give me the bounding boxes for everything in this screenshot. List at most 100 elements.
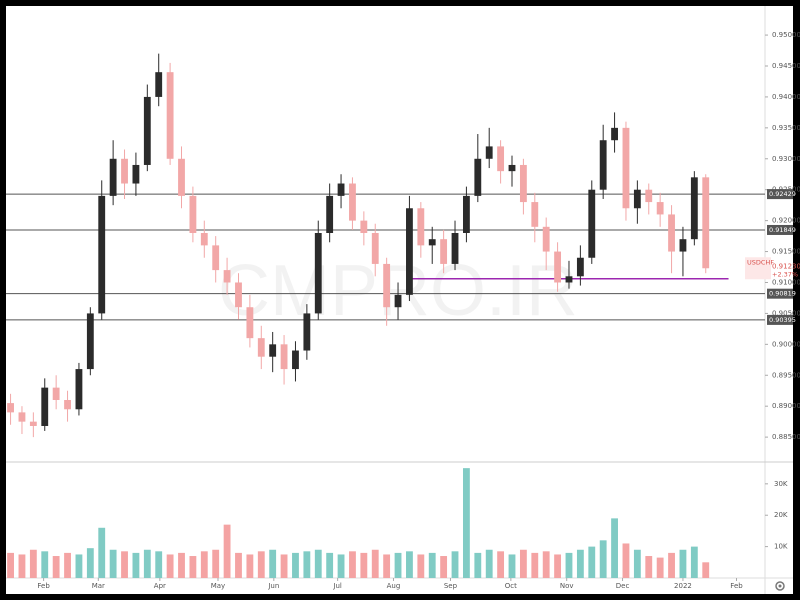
volume-bar: [155, 551, 163, 578]
x-tick-label: Jun: [267, 582, 279, 590]
candle-body: [668, 214, 675, 252]
candle-body: [75, 369, 83, 410]
candle-body: [679, 239, 687, 252]
volume-bar: [29, 549, 37, 578]
candle-body: [132, 164, 140, 184]
x-tick-label: Feb: [37, 582, 50, 590]
symbol-label: USDCHF: [747, 258, 774, 266]
candle-body: [178, 158, 185, 196]
candle-body: [611, 127, 618, 141]
volume-bar: [257, 551, 265, 578]
x-tick-label: Sep: [444, 582, 458, 590]
candle-body: [656, 202, 664, 215]
volume-bar: [41, 551, 49, 578]
y-tick-label: 0.91000: [772, 278, 800, 286]
volume-tick-label: 20K: [774, 511, 788, 519]
level-label-bg: [767, 224, 793, 235]
x-tick-label: Aug: [387, 582, 401, 590]
volume-bar: [303, 551, 311, 578]
candle-body: [451, 233, 459, 264]
volume-bar: [269, 549, 277, 578]
x-tick-label: May: [211, 582, 225, 590]
volume-bar: [121, 551, 128, 578]
volume-bar: [235, 552, 242, 578]
volume-bar: [166, 554, 174, 578]
candle-body: [349, 183, 356, 221]
candle-body: [645, 189, 653, 203]
y-tick-label: 0.89000: [772, 402, 800, 410]
candle-body: [599, 140, 607, 190]
candle-body: [554, 251, 562, 283]
candle-body: [531, 202, 539, 227]
volume-bar: [406, 551, 413, 578]
y-tick-label: 0.95000: [772, 31, 800, 39]
level-label: 0.92429: [769, 190, 796, 198]
candle-body: [292, 350, 299, 370]
candle-body: [462, 195, 470, 233]
volume-bar: [531, 552, 539, 578]
candle-body: [86, 313, 94, 370]
candle-body: [371, 233, 379, 264]
candle-body: [542, 226, 550, 252]
x-tick-label: Nov: [560, 582, 574, 590]
y-tick-label: 0.89500: [772, 371, 800, 379]
candle-body: [622, 127, 630, 209]
volume-bar: [611, 518, 618, 578]
volume-bar: [417, 554, 425, 578]
candle-body: [690, 177, 698, 240]
candle-body: [314, 233, 322, 314]
candle-body: [485, 146, 493, 159]
volume-bar: [189, 556, 197, 578]
candle-body: [508, 164, 516, 172]
level-label-bg: [767, 189, 793, 200]
volume-bar: [349, 551, 356, 578]
candle-body: [383, 263, 391, 308]
volume-bar: [360, 552, 368, 578]
volume-bar: [280, 554, 288, 578]
volume-bar: [292, 552, 299, 578]
settings-icon[interactable]: [775, 581, 785, 591]
x-tick-label: Feb: [730, 582, 743, 590]
level-label-bg: [767, 314, 793, 325]
volume-bar: [223, 524, 231, 578]
candle-body: [189, 195, 197, 233]
level-label: 0.90395: [769, 316, 796, 324]
candle-body: [109, 158, 117, 196]
candle-body: [440, 239, 448, 264]
volume-bar: [326, 552, 334, 578]
volume-tick-label: 10K: [774, 543, 788, 551]
volume-bar: [508, 554, 516, 578]
volume-bar: [143, 549, 151, 578]
x-tick-label: 2022: [674, 582, 692, 590]
volume-bar: [18, 554, 26, 578]
y-tick-label: 0.94000: [772, 93, 800, 101]
candle-body: [588, 189, 596, 258]
volume-bar: [497, 551, 505, 578]
volume-bar: [132, 552, 140, 578]
candle-body: [360, 220, 368, 233]
candle-body: [212, 245, 220, 271]
volume-bar: [645, 556, 653, 578]
y-tick-label: 0.90500: [772, 309, 800, 317]
candle-body: [576, 257, 584, 277]
candle-body: [223, 270, 231, 283]
level-label: 0.91849: [769, 226, 796, 234]
y-tick-label: 0.90000: [772, 340, 800, 348]
candle-body: [269, 344, 277, 357]
volume-bar: [109, 549, 117, 578]
x-tick-label: Apr: [154, 582, 166, 590]
candle-body: [41, 387, 49, 426]
candle-body: [326, 195, 334, 233]
candle-body: [303, 313, 311, 351]
volume-bar: [200, 551, 208, 578]
last-price-bg: [745, 257, 771, 280]
candle-body: [702, 177, 710, 269]
candle-body: [337, 183, 345, 196]
candle-body: [29, 421, 37, 426]
candle-body: [417, 208, 425, 246]
volume-bar: [440, 556, 448, 578]
volume-bar: [98, 527, 106, 578]
candle-body: [155, 72, 163, 97]
x-tick-label: Dec: [616, 582, 630, 590]
y-tick-label: 0.91500: [772, 248, 800, 256]
